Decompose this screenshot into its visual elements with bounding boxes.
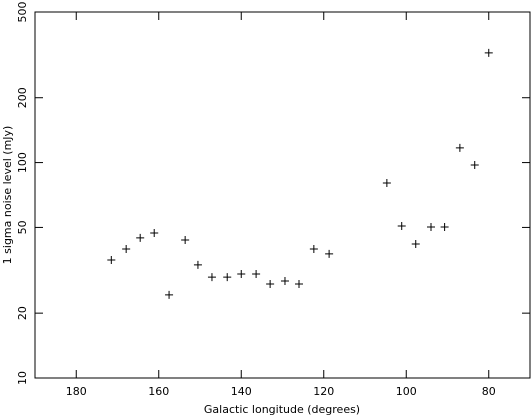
point [223, 273, 232, 282]
y-tick-label: 20 [16, 306, 29, 320]
x-tick-label: 120 [313, 385, 334, 398]
x-tick-label: 100 [396, 385, 417, 398]
point [165, 290, 174, 299]
point [427, 223, 435, 232]
point [150, 229, 159, 238]
point [325, 249, 334, 258]
point [136, 233, 145, 242]
point [122, 245, 131, 254]
plot-frame [34, 11, 531, 379]
x-axis-label: Galactic longitude (degrees) [204, 403, 360, 416]
point [280, 277, 289, 286]
point [207, 273, 216, 282]
x-tick-label: 160 [148, 385, 169, 398]
point [193, 260, 202, 269]
point [181, 236, 190, 245]
point [309, 245, 318, 254]
y-tick-label: 10 [16, 371, 29, 385]
x-tick-label: 140 [231, 385, 252, 398]
point [107, 255, 116, 264]
point [484, 48, 493, 57]
x-tick-label: 180 [66, 385, 87, 398]
point [397, 221, 406, 230]
point [411, 239, 420, 248]
point [440, 223, 449, 232]
point [382, 178, 391, 187]
point [455, 143, 464, 152]
point [266, 280, 275, 289]
y-tick-label: 100 [16, 152, 29, 173]
point [237, 269, 246, 278]
point [252, 269, 261, 278]
y-tick-label: 50 [16, 220, 29, 234]
y-tick-label: 200 [16, 87, 29, 108]
y-axis-label: 1 sigma noise level (mJy) [1, 126, 14, 265]
x-tick-label: 80 [482, 385, 496, 398]
point [295, 280, 303, 289]
point [470, 160, 479, 169]
y-tick-label: 500 [16, 2, 29, 23]
